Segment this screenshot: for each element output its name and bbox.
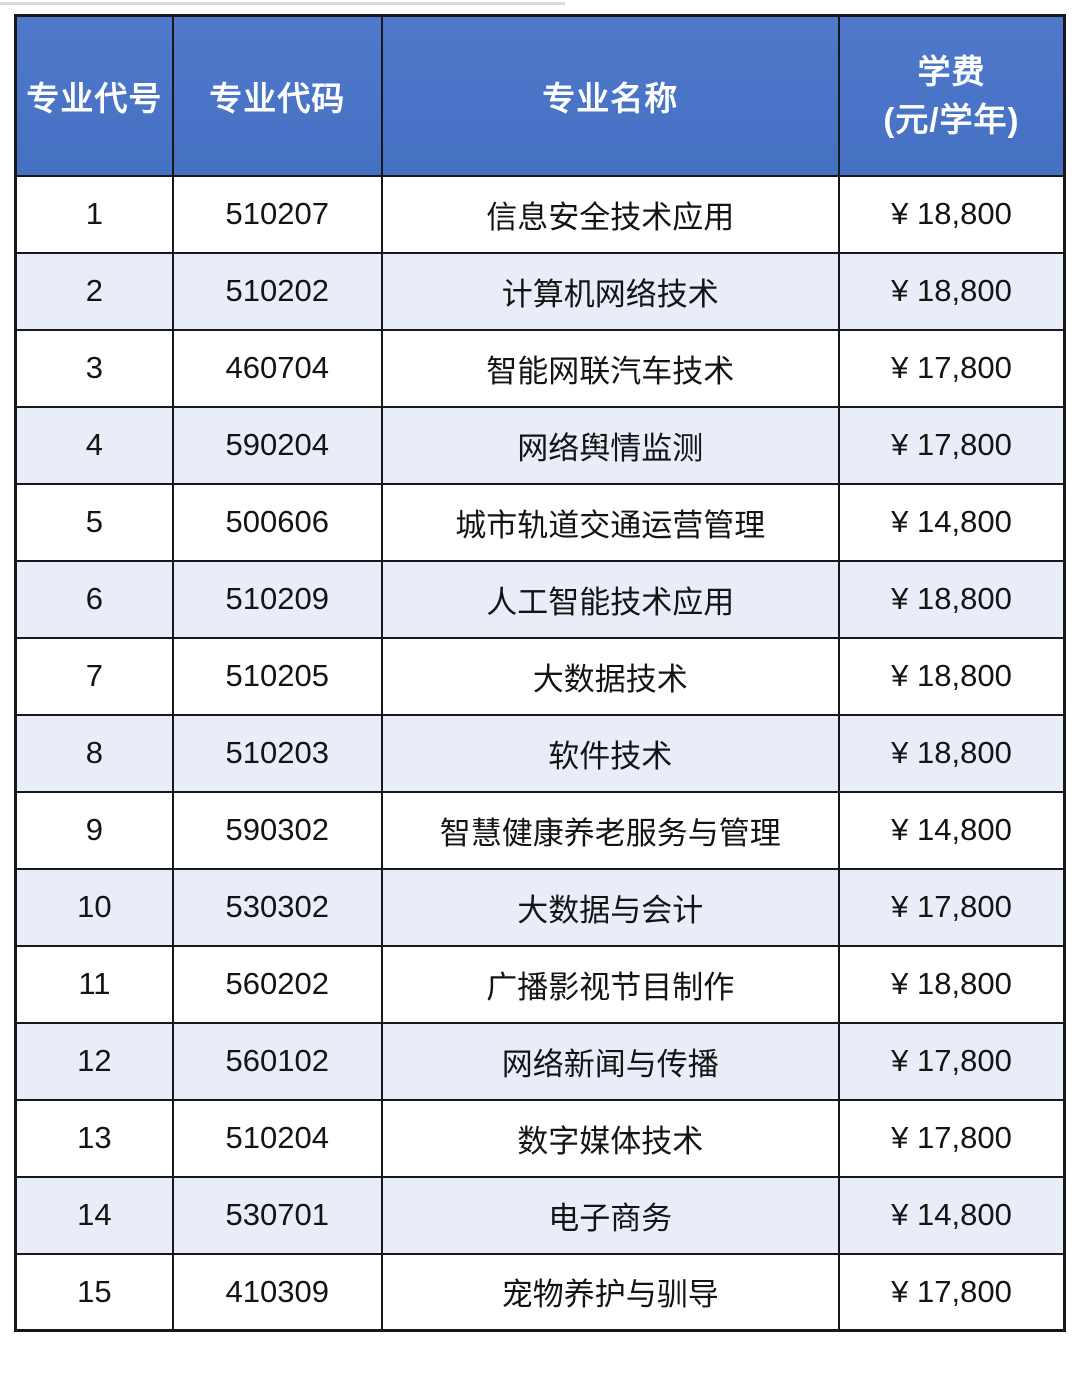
- cell-major-name: 网络新闻与传播: [380, 1021, 840, 1101]
- column-header-major-code: 专业代码: [171, 14, 383, 177]
- table-header: 专业代号 专业代码 专业名称 学费 (元/学年): [14, 14, 1066, 177]
- tuition-fee-table: 专业代号 专业代码 专业名称 学费 (元/学年) 1 510207 信息安全技术…: [14, 14, 1066, 1332]
- table-row: 13 510204 数字媒体技术 ¥ 17,800: [14, 1098, 1066, 1178]
- cell-major-code: 500606: [171, 482, 383, 562]
- cell-major-code: 560202: [171, 944, 383, 1024]
- cell-tuition-fee: ¥ 17,800: [837, 1098, 1066, 1178]
- cell-major-no: 9: [14, 790, 174, 870]
- cell-major-no: 13: [14, 1098, 174, 1178]
- table-row: 9 590302 智慧健康养老服务与管理 ¥ 14,800: [14, 790, 1066, 870]
- cell-tuition-fee: ¥ 17,800: [837, 1021, 1066, 1101]
- cell-major-name: 城市轨道交通运营管理: [380, 482, 840, 562]
- cell-tuition-fee: ¥ 17,800: [837, 1252, 1066, 1332]
- fee-header-label: 学费: [917, 52, 986, 90]
- cell-tuition-fee: ¥ 14,800: [837, 482, 1066, 562]
- cell-tuition-fee: ¥ 18,800: [837, 944, 1066, 1024]
- table-row: 4 590204 网络舆情监测 ¥ 17,800: [14, 405, 1066, 485]
- table-row: 7 510205 大数据技术 ¥ 18,800: [14, 636, 1066, 716]
- cell-major-code: 560102: [171, 1021, 383, 1101]
- cell-major-name: 信息安全技术应用: [380, 174, 840, 254]
- cell-major-no: 6: [14, 559, 174, 639]
- cell-tuition-fee: ¥ 17,800: [837, 405, 1066, 485]
- cell-major-name: 大数据与会计: [380, 867, 840, 947]
- cell-major-no: 1: [14, 174, 174, 254]
- cell-major-name: 宠物养护与驯导: [380, 1252, 840, 1332]
- cell-major-no: 10: [14, 867, 174, 947]
- column-header-major-name: 专业名称: [380, 14, 840, 177]
- table-row: 5 500606 城市轨道交通运营管理 ¥ 14,800: [14, 482, 1066, 562]
- fee-header-sublabel: (元/学年): [883, 100, 1020, 138]
- cell-major-no: 14: [14, 1175, 174, 1255]
- cell-major-code: 510203: [171, 713, 383, 793]
- top-edge-line: [0, 2, 565, 5]
- table-row: 12 560102 网络新闻与传播 ¥ 17,800: [14, 1021, 1066, 1101]
- table-row: 10 530302 大数据与会计 ¥ 17,800: [14, 867, 1066, 947]
- cell-major-no: 5: [14, 482, 174, 562]
- cell-major-code: 590204: [171, 405, 383, 485]
- cell-major-code: 530302: [171, 867, 383, 947]
- cell-tuition-fee: ¥ 14,800: [837, 1175, 1066, 1255]
- cell-major-code: 510205: [171, 636, 383, 716]
- cell-tuition-fee: ¥ 14,800: [837, 790, 1066, 870]
- tuition-table-container: 专业代号 专业代码 专业名称 学费 (元/学年) 1 510207 信息安全技术…: [14, 14, 1066, 1332]
- cell-major-name: 智能网联汽车技术: [380, 328, 840, 408]
- header-row: 专业代号 专业代码 专业名称 学费 (元/学年): [14, 14, 1066, 177]
- cell-major-name: 网络舆情监测: [380, 405, 840, 485]
- cell-major-no: 8: [14, 713, 174, 793]
- column-header-tuition-fee: 学费 (元/学年): [837, 14, 1066, 177]
- cell-major-code: 510202: [171, 251, 383, 331]
- cell-major-no: 3: [14, 328, 174, 408]
- cell-major-no: 7: [14, 636, 174, 716]
- table-row: 15 410309 宠物养护与驯导 ¥ 17,800: [14, 1252, 1066, 1332]
- cell-tuition-fee: ¥ 18,800: [837, 251, 1066, 331]
- cell-major-no: 4: [14, 405, 174, 485]
- cell-tuition-fee: ¥ 18,800: [837, 713, 1066, 793]
- cell-major-name: 广播影视节目制作: [380, 944, 840, 1024]
- table-row: 11 560202 广播影视节目制作 ¥ 18,800: [14, 944, 1066, 1024]
- cell-major-code: 510207: [171, 174, 383, 254]
- cell-major-no: 12: [14, 1021, 174, 1101]
- cell-major-code: 410309: [171, 1252, 383, 1332]
- cell-major-code: 510204: [171, 1098, 383, 1178]
- cell-major-code: 510209: [171, 559, 383, 639]
- cell-major-name: 计算机网络技术: [380, 251, 840, 331]
- table-row: 2 510202 计算机网络技术 ¥ 18,800: [14, 251, 1066, 331]
- cell-major-code: 460704: [171, 328, 383, 408]
- cell-major-name: 电子商务: [380, 1175, 840, 1255]
- table-body: 1 510207 信息安全技术应用 ¥ 18,800 2 510202 计算机网…: [14, 174, 1066, 1332]
- table-row: 1 510207 信息安全技术应用 ¥ 18,800: [14, 174, 1066, 254]
- cell-major-no: 15: [14, 1252, 174, 1332]
- cell-tuition-fee: ¥ 18,800: [837, 559, 1066, 639]
- table-row: 14 530701 电子商务 ¥ 14,800: [14, 1175, 1066, 1255]
- cell-tuition-fee: ¥ 17,800: [837, 867, 1066, 947]
- cell-major-code: 530701: [171, 1175, 383, 1255]
- cell-major-code: 590302: [171, 790, 383, 870]
- cell-major-name: 大数据技术: [380, 636, 840, 716]
- cell-major-name: 智慧健康养老服务与管理: [380, 790, 840, 870]
- cell-major-no: 11: [14, 944, 174, 1024]
- table-row: 6 510209 人工智能技术应用 ¥ 18,800: [14, 559, 1066, 639]
- cell-major-no: 2: [14, 251, 174, 331]
- cell-tuition-fee: ¥ 18,800: [837, 174, 1066, 254]
- table-row: 8 510203 软件技术 ¥ 18,800: [14, 713, 1066, 793]
- cell-tuition-fee: ¥ 18,800: [837, 636, 1066, 716]
- cell-major-name: 软件技术: [380, 713, 840, 793]
- cell-major-name: 数字媒体技术: [380, 1098, 840, 1178]
- cell-major-name: 人工智能技术应用: [380, 559, 840, 639]
- cell-tuition-fee: ¥ 17,800: [837, 328, 1066, 408]
- column-header-major-no: 专业代号: [14, 14, 174, 177]
- table-row: 3 460704 智能网联汽车技术 ¥ 17,800: [14, 328, 1066, 408]
